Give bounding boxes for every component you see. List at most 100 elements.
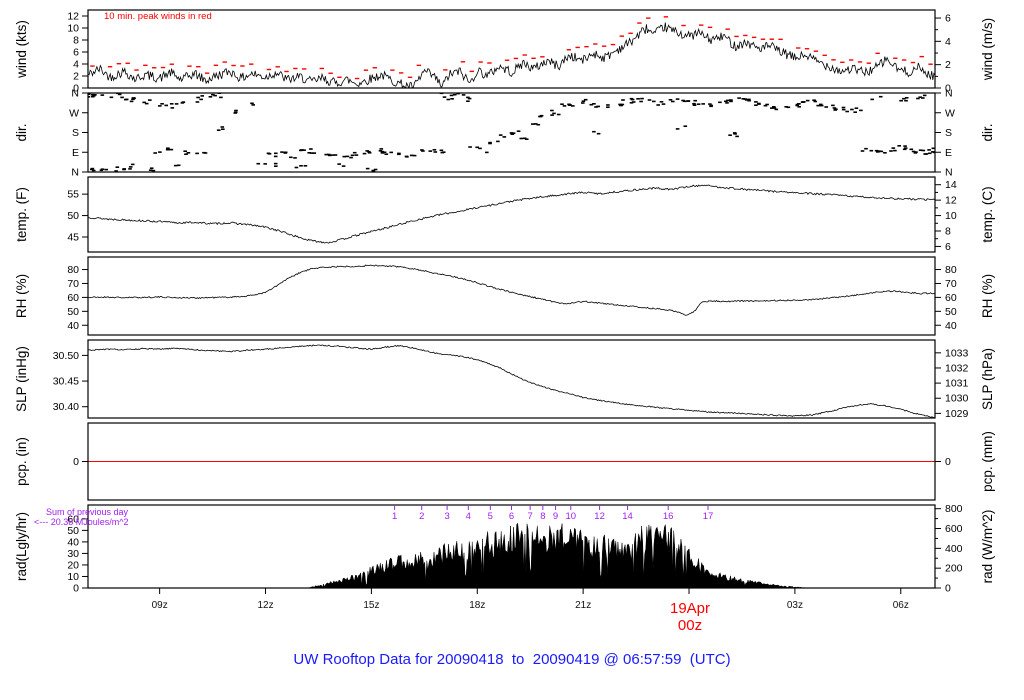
direction-dot — [466, 96, 470, 99]
direction-dot — [488, 141, 492, 144]
direction-dot — [382, 151, 387, 154]
direction-dot — [560, 103, 564, 105]
direction-dot — [854, 107, 859, 109]
direction-dot — [812, 99, 816, 101]
direction-dot — [93, 94, 97, 96]
panel-border-rad — [87, 504, 936, 589]
direction-dot — [442, 96, 447, 98]
direction-dot — [90, 168, 94, 171]
direction-dot — [824, 106, 828, 108]
direction-dot — [883, 152, 887, 154]
direction-dot — [349, 156, 353, 159]
direction-dot — [379, 148, 384, 150]
direction-dot — [165, 148, 170, 151]
direction-dot — [629, 102, 634, 104]
hour-mark-label: 14 — [622, 511, 633, 522]
hour-mark-label: 7 — [527, 511, 532, 522]
direction-dot — [869, 149, 874, 152]
line-wind-speed — [88, 22, 935, 88]
direction-dot — [571, 105, 575, 107]
direction-dot — [310, 152, 314, 154]
direction-dot — [671, 100, 675, 103]
axis-title-left-rad: rad(Lgly/hr) — [14, 512, 29, 581]
direction-dot — [397, 152, 401, 155]
direction-dot — [266, 152, 271, 155]
direction-dot — [233, 112, 238, 114]
direction-dot — [337, 163, 341, 165]
right-tick-label: 4 — [945, 36, 951, 48]
left-tick-label: W — [69, 107, 79, 119]
direction-dot — [309, 148, 313, 150]
direction-dot — [100, 168, 105, 170]
right-tick-label: 8 — [945, 226, 951, 238]
direction-dot — [412, 154, 417, 157]
left-tick-label: E — [72, 147, 79, 159]
direction-dot — [918, 149, 923, 151]
direction-dot — [550, 114, 554, 116]
direction-dot — [251, 104, 255, 106]
left-tick-label: 50 — [67, 306, 79, 318]
direction-dot — [618, 103, 622, 106]
right-tick-label: 200 — [945, 563, 963, 575]
direction-dot — [562, 105, 567, 107]
direction-dot — [373, 168, 378, 171]
right-tick-label: 70 — [945, 278, 957, 290]
direction-dot — [606, 106, 610, 108]
direction-dot — [904, 99, 908, 102]
direction-dot — [903, 147, 908, 149]
direction-dot — [303, 165, 308, 167]
direction-dot — [100, 94, 105, 96]
direction-dot — [656, 104, 660, 106]
right-tick-label: N — [945, 88, 953, 100]
direction-dot — [299, 149, 303, 152]
direction-dot — [594, 106, 598, 108]
left-tick-label: 70 — [67, 278, 79, 290]
hour-mark-label: 2 — [419, 511, 424, 522]
right-tick-label: 6 — [945, 241, 951, 253]
direction-dot — [891, 147, 896, 149]
direction-dot — [176, 164, 181, 167]
direction-dot — [397, 153, 401, 156]
direction-dot — [199, 98, 203, 101]
direction-dot — [173, 164, 178, 167]
direction-dot — [439, 149, 444, 152]
right-tick-label: 400 — [945, 543, 963, 555]
direction-dot — [216, 129, 221, 131]
left-tick-label: 60 — [67, 292, 79, 304]
left-tick-label: 0 — [73, 83, 79, 95]
direction-dot — [841, 106, 846, 109]
right-tick-label: S — [945, 127, 952, 139]
direction-dot — [274, 152, 278, 155]
direction-dot — [183, 150, 187, 152]
line-temperature — [88, 184, 935, 244]
x-tick-label: 15z — [363, 600, 379, 611]
series-temp — [88, 184, 935, 244]
direction-dot — [148, 169, 153, 171]
direction-dot — [897, 145, 901, 147]
direction-dot — [639, 100, 643, 103]
right-tick-label: 12 — [945, 195, 957, 207]
direction-dot — [592, 130, 596, 133]
direction-dot — [735, 135, 739, 138]
axis-title-left-temp: temp. (F) — [14, 187, 29, 242]
direction-dot — [166, 147, 170, 149]
direction-dot — [795, 104, 799, 107]
direction-dot — [151, 169, 156, 172]
direction-dot — [631, 101, 636, 103]
date-label: 19Apr 00z — [640, 600, 740, 634]
direction-dot — [629, 97, 634, 100]
hour-mark-label: 8 — [540, 511, 545, 522]
direction-dot — [441, 151, 446, 153]
direction-dot — [452, 93, 457, 96]
direction-dot — [878, 95, 883, 98]
direction-dot — [117, 93, 122, 96]
direction-dot — [831, 104, 835, 107]
direction-dot — [446, 98, 451, 101]
direction-dot — [280, 151, 284, 153]
hour-mark-label: 5 — [488, 511, 493, 522]
direction-dot — [511, 132, 516, 134]
direction-dot — [879, 150, 884, 153]
direction-dot — [819, 103, 823, 106]
